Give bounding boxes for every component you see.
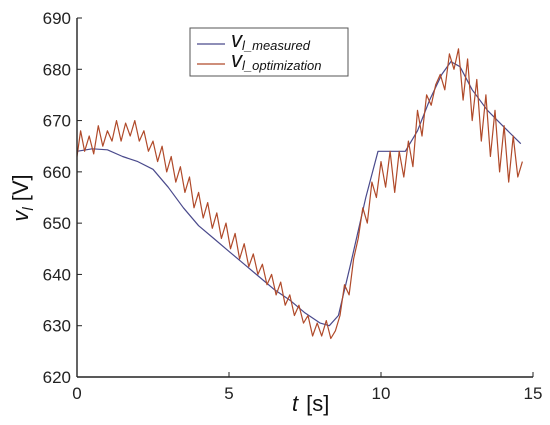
y-tick-label: 670 — [43, 112, 71, 131]
legend-measured-sub: l_measured — [242, 38, 311, 53]
series-lines — [76, 48, 523, 340]
y-tick-labels: 620 630 640 650 660 670 680 690 — [43, 9, 82, 387]
y-tick-label: 680 — [43, 60, 71, 79]
x-axis-label-main: t — [292, 391, 299, 416]
x-tick-label: 5 — [224, 384, 233, 403]
legend-label-measured: vl_measured — [231, 27, 311, 53]
y-axis-label-sub: l — [20, 207, 37, 211]
y-axis-label-main: v — [8, 209, 33, 222]
y-tick-label: 640 — [43, 265, 71, 284]
x-tick-label: 10 — [372, 384, 391, 403]
x-tick-labels: 0 5 10 15 — [72, 372, 542, 403]
axes — [76, 18, 533, 378]
legend-measured-main: v — [231, 27, 244, 52]
y-tick-label: 630 — [43, 317, 71, 336]
series-line-optimization — [76, 48, 523, 340]
legend-label-optimization: vl_optimization — [231, 47, 322, 73]
x-axis-label-unit: [s] — [306, 391, 329, 416]
x-tick-label: 15 — [524, 384, 543, 403]
legend-optimization-main: v — [231, 47, 244, 72]
legend-box — [189, 27, 349, 77]
legend: vl_measured vl_optimization — [189, 27, 349, 77]
y-axis-label: vl [V] — [8, 174, 37, 221]
x-tick-label: 0 — [72, 384, 81, 403]
y-tick-label: 660 — [43, 163, 71, 182]
y-tick-label: 690 — [43, 9, 71, 28]
legend-optimization-sub: l_optimization — [242, 58, 322, 73]
y-tick-label: 650 — [43, 214, 71, 233]
series-line-measured — [76, 60, 522, 327]
x-axis-label: t [s] — [292, 391, 329, 416]
y-tick-label: 620 — [43, 368, 71, 387]
y-axis-label-unit: [V] — [8, 174, 33, 201]
